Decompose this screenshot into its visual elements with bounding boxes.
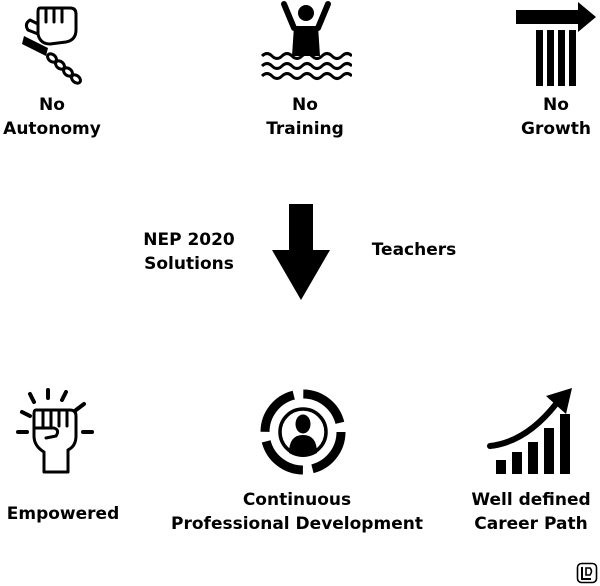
nep-solutions-label: NEP 2020 Solutions	[143, 230, 235, 274]
chained-fist-icon	[22, 6, 82, 85]
top-label-growth: No Growth	[521, 95, 591, 139]
bottom-label-development: Continuous Professional Development	[171, 490, 423, 534]
top-label-autonomy: No Autonomy	[3, 95, 101, 139]
rising-chart-icon	[487, 388, 572, 474]
blocked-growth-icon	[516, 2, 596, 86]
teachers-label: Teachers	[371, 240, 457, 260]
person-cycle-icon	[260, 389, 346, 475]
bottom-label-empowered: Empowered	[6, 504, 120, 524]
raised-fist-icon	[16, 388, 94, 474]
drowning-person-icon	[260, 1, 352, 80]
bottom-label-career-path: Well defined Career Path	[471, 490, 591, 534]
top-label-training: No Training	[266, 95, 344, 139]
down-arrow-icon	[272, 204, 330, 300]
logo-icon	[576, 562, 598, 584]
